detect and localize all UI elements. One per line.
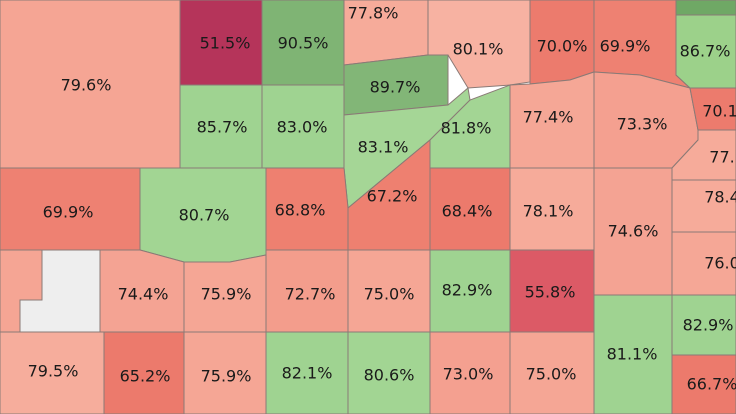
region-label: 76.0 <box>704 254 736 273</box>
region-label: 68.4% <box>442 202 493 221</box>
region <box>509 331 595 414</box>
region-label: 77.8% <box>348 4 399 23</box>
region-label: 75.9% <box>201 285 252 304</box>
region-label: 80.1% <box>453 40 504 59</box>
region-label: 67.2% <box>367 187 418 206</box>
region-label: 86.7% <box>680 42 731 61</box>
region-label: 82.9% <box>683 316 734 335</box>
region-label: 68.8% <box>275 201 326 220</box>
region-label: 78.1% <box>523 202 574 221</box>
region <box>265 331 349 414</box>
region <box>593 294 673 414</box>
region-label: 82.1% <box>282 364 333 383</box>
region-label: 69.9% <box>43 203 94 222</box>
region-label: 72.7% <box>285 285 336 304</box>
region-label: 79.5% <box>28 362 79 381</box>
region-label: 80.6% <box>364 366 415 385</box>
region-label: 70.0% <box>537 37 588 56</box>
region-label: 69.9% <box>600 37 651 56</box>
region <box>671 231 736 296</box>
region-label: 80.7% <box>179 206 230 225</box>
region-label: 77. <box>709 148 734 167</box>
region <box>671 354 736 414</box>
region-label: 51.5% <box>200 34 251 53</box>
region-label: 83.1% <box>358 138 409 157</box>
region <box>183 331 267 414</box>
region <box>103 331 185 414</box>
region-label: 83.0% <box>277 118 328 137</box>
region-label: 90.5% <box>278 34 329 53</box>
region-label: 75.0% <box>364 285 415 304</box>
region-label: 70.1 <box>702 102 736 121</box>
region-label: 73.3% <box>617 115 668 134</box>
region-label: 74.4% <box>118 285 169 304</box>
region <box>429 331 511 414</box>
region-label: 89.7% <box>370 78 421 97</box>
region-label: 82.9% <box>442 281 493 300</box>
region-label: 65.2% <box>120 367 171 386</box>
region-label: 74.6% <box>608 222 659 241</box>
region <box>0 331 105 414</box>
region-label: 81.8% <box>441 119 492 138</box>
region <box>347 331 431 414</box>
region-label: 77.4% <box>523 108 574 127</box>
region-label: 75.0% <box>526 365 577 384</box>
region-label: 81.1% <box>607 345 658 364</box>
region-label: 55.8% <box>525 283 576 302</box>
region-label: 73.0% <box>443 365 494 384</box>
region-label: 66.7% <box>687 375 736 394</box>
region-label: 78.4 <box>704 188 736 207</box>
region-label: 79.6% <box>61 76 112 95</box>
region <box>675 0 736 16</box>
region <box>671 179 736 233</box>
region-label: 85.7% <box>197 118 248 137</box>
region-label: 75.9% <box>201 367 252 386</box>
region <box>689 87 736 131</box>
